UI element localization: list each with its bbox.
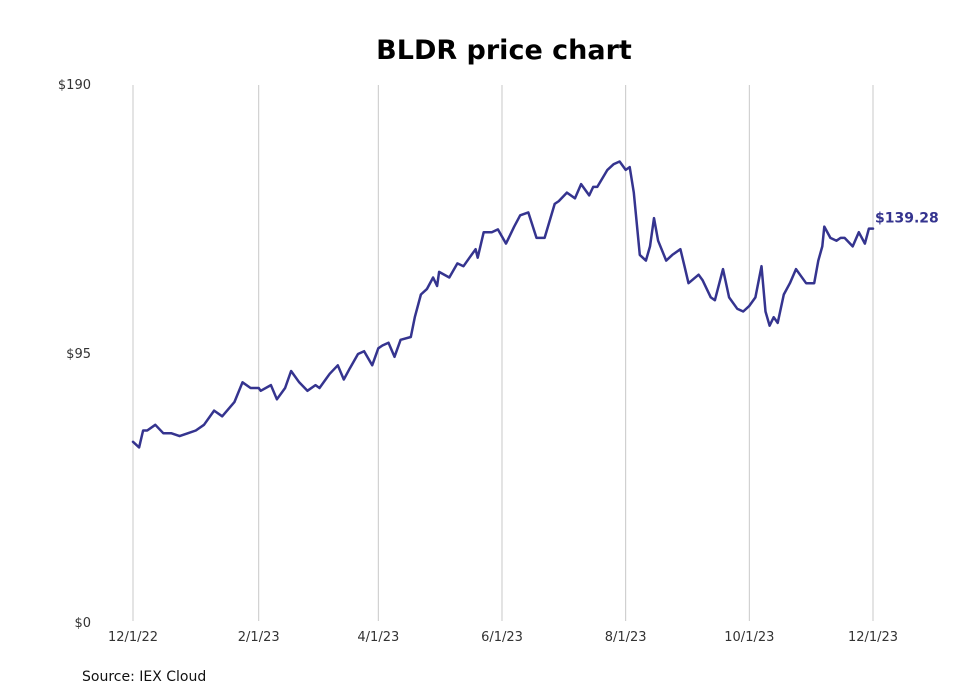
last-price-label: $139.28 xyxy=(875,211,939,227)
y-axis: $0 $95 $190 xyxy=(58,78,91,631)
x-tick-label: 4/1/23 xyxy=(357,630,399,645)
x-axis: 12/1/22 2/1/23 4/1/23 6/1/23 8/1/23 10/1/23 12… xyxy=(108,630,898,645)
x-tick-label: 12/1/22 xyxy=(108,630,158,645)
x-tick-label: 6/1/23 xyxy=(481,630,523,645)
chart-title: BLDR price chart xyxy=(376,35,632,66)
x-tick-label: 8/1/23 xyxy=(605,630,647,645)
y-tick-label: $0 xyxy=(74,616,91,631)
y-tick-label: $190 xyxy=(58,78,91,93)
grid-lines xyxy=(132,85,874,621)
y-tick-label: $95 xyxy=(66,347,91,362)
source-note: Source: IEX Cloud xyxy=(82,669,207,685)
x-tick-label: 12/1/23 xyxy=(848,630,898,645)
price-line xyxy=(131,160,875,449)
x-tick-label: 2/1/23 xyxy=(238,630,280,645)
x-tick-label: 10/1/23 xyxy=(724,630,774,645)
